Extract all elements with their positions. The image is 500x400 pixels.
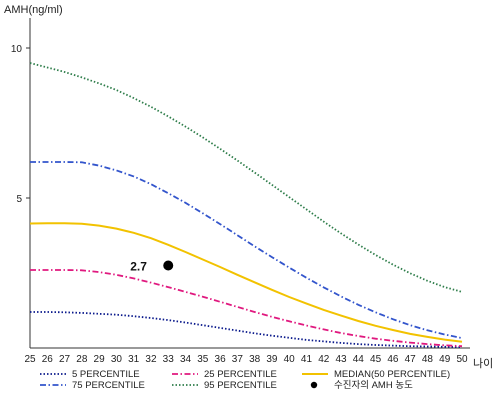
legend-dot-icon	[310, 381, 318, 389]
series-line-0	[30, 311, 463, 348]
x-tick-label: 32	[145, 354, 157, 365]
legend: 5 PERCENTILE 25 PERCENTILE MEDIAN(50 PERCE…	[40, 369, 450, 391]
x-tick-label: 25	[24, 354, 36, 365]
x-tick-label: 27	[59, 354, 71, 365]
y-tick-label: 10	[11, 44, 23, 55]
series-lines	[29, 62, 463, 348]
legend-item: 75 PERCENTILE	[40, 380, 145, 391]
x-tick-label: 35	[197, 354, 209, 365]
legend-item: MEDIAN(50 PERCENTILE)	[302, 369, 450, 380]
legend-item: 수진자의 AMH 농도	[310, 380, 413, 391]
x-tick-label: 47	[405, 354, 417, 365]
x-tick-label: 49	[439, 354, 451, 365]
x-tick-label: 43	[335, 354, 347, 365]
legend-item: 5 PERCENTILE	[40, 369, 140, 380]
x-tick-label: 28	[76, 354, 88, 365]
y-axis-title: AMH(ng/ml)	[4, 4, 63, 16]
legend-label: 수진자의 AMH 농도	[334, 380, 413, 391]
x-tick-label: 44	[353, 354, 365, 365]
legend-label: 5 PERCENTILE	[72, 369, 140, 380]
legend-item: 95 PERCENTILE	[172, 380, 277, 391]
x-tick-label: 26	[42, 354, 54, 365]
tick-labels: 25 26 27 28 29 30 31 32 33 34 35 36 37 38 39 40 41 42 43 44…	[11, 44, 468, 365]
x-tick-label: 40	[284, 354, 296, 365]
x-tick-label: 45	[370, 354, 382, 365]
x-tick-label: 42	[318, 354, 330, 365]
x-axis-title: 나이	[473, 357, 493, 370]
legend-label: 75 PERCENTILE	[72, 380, 145, 391]
x-tick-label: 36	[215, 354, 227, 365]
series-line-2	[30, 269, 463, 348]
x-tick-label: 31	[128, 354, 140, 365]
x-tick-label: 50	[456, 354, 468, 365]
axes: AMH(ng/ml) 나이	[4, 4, 493, 370]
series-line-1	[30, 161, 463, 339]
legend-label: MEDIAN(50 PERCENTILE)	[334, 369, 450, 380]
patient-amh-point	[163, 260, 174, 271]
x-tick-label: 37	[232, 354, 244, 365]
x-tick-label: 33	[163, 354, 175, 365]
x-tick-label: 29	[94, 354, 106, 365]
data-points: 2.7	[130, 260, 174, 274]
x-tick-label: 34	[180, 354, 192, 365]
legend-item: 25 PERCENTILE	[172, 369, 277, 380]
x-tick-label: 48	[422, 354, 434, 365]
x-tick-label: 46	[387, 354, 399, 365]
x-tick-label: 38	[249, 354, 261, 365]
y-tick-label: 5	[16, 194, 22, 205]
x-tick-label: 41	[301, 354, 313, 365]
patient-amh-label: 2.7	[130, 260, 147, 274]
x-tick-label: 39	[266, 354, 278, 365]
series-line-4	[29, 222, 463, 343]
legend-label: 25 PERCENTILE	[204, 369, 277, 380]
series-line-3	[29, 62, 463, 293]
x-tick-label: 30	[111, 354, 123, 365]
legend-label: 95 PERCENTILE	[204, 380, 277, 391]
